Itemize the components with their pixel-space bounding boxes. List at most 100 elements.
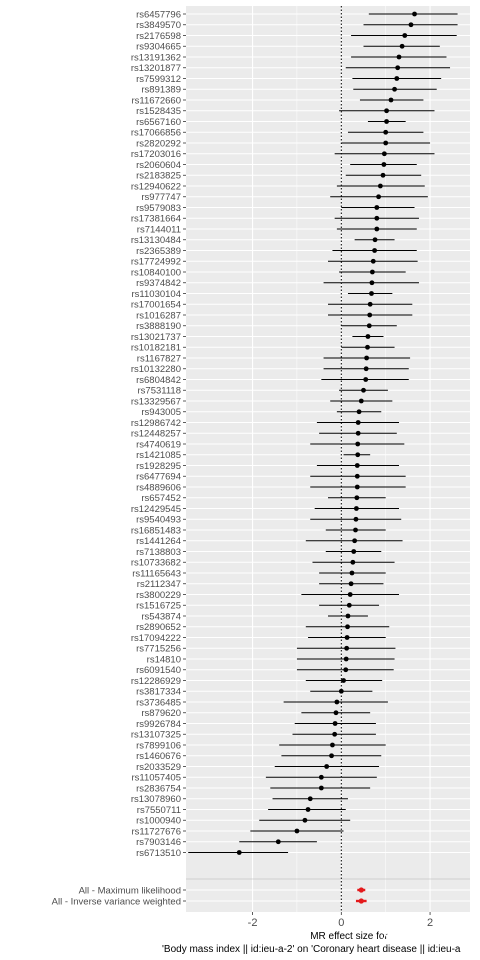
y-tick-label: rs3817334 [136,687,181,698]
y-axis-labels: rs6457796rs3849570rs2176598rs9304665rs13… [52,9,186,907]
point-rs2183825 [380,172,386,178]
y-tick-label: rs12429545 [131,504,181,515]
y-tick-label: rs3888190 [136,321,181,332]
point-rs1460676 [329,753,334,759]
y-tick-label: rs1167827 [137,353,181,364]
point-rs7550711 [305,807,311,812]
point-rs13078960 [307,796,313,802]
y-tick-label: rs10840100 [131,267,181,278]
x-axis-title-line1: MR effect size for [310,931,388,942]
point-rs1000940 [302,817,308,823]
y-tick-label: rs10733682 [131,558,181,569]
point-rs10132280 [363,366,369,372]
point-rs7599312 [394,76,400,81]
point-rs3849570 [408,22,414,28]
point-rs1516725 [346,602,352,608]
y-tick-label: rs17724992 [131,257,181,268]
x-axis: -2 0 2 [248,912,433,929]
point-rs2365389 [372,248,377,253]
y-tick-label: rs1016287 [136,310,181,321]
point-rs7531118 [361,387,366,393]
y-tick-label: rs11030104 [132,289,181,300]
y-tick-label: rs2060604 [136,160,181,171]
point-rs657452 [354,495,360,501]
y-tick-label: rs2820292 [136,138,181,149]
y-tick-label: rs1516725 [136,601,181,612]
y-tick-label: rs10132280 [131,364,181,375]
y-tick-label: rs9540493 [136,515,181,526]
point-rs17203016 [381,151,387,157]
summary-label: All - Inverse variance weighted [52,896,181,907]
point-rs13191362 [396,54,402,60]
y-tick-label: rs11672660 [132,95,181,106]
y-tick-label: rs7138803 [136,547,181,558]
point-rs17001654 [367,301,373,307]
y-tick-label: rs6477694 [136,472,181,483]
y-tick-label: rs2836754 [136,783,181,794]
point-rs2112347 [348,581,354,587]
x-axis-title-line2: 'Body mass index || id:ieu-a-2' on 'Coro… [162,944,461,955]
point-rs13201877 [395,65,401,71]
point-rs10182181 [365,344,370,350]
y-tick-label: rs1441264 [136,536,181,547]
y-tick-label: rs2112347 [137,579,181,590]
point-rs2176598 [402,33,408,38]
y-tick-label: rs1460676 [136,751,181,762]
y-tick-label: rs17094222 [131,633,181,644]
point-rs6477694 [354,473,360,479]
point-rs6567160 [384,119,389,124]
point-rs1928295 [354,463,360,468]
summary-point-2 [358,898,364,904]
y-tick-label: rs10182181 [131,343,181,354]
point-rs9304665 [399,43,405,49]
point-rs10733682 [350,559,356,565]
point-rs7903146 [275,839,281,845]
point-rs6457796 [412,11,417,17]
y-tick-label: rs1528435 [136,106,181,117]
y-tick-label: rs879620 [141,708,181,719]
point-rs13329567 [358,398,364,404]
point-rs17724992 [370,258,376,264]
point-rs943005 [356,409,362,415]
point-rs2060604 [381,162,387,167]
point-rs17066856 [383,129,389,135]
point-rs2033529 [324,764,330,769]
y-tick-label: rs1000940 [136,816,181,827]
point-rs11727676 [294,828,300,834]
point-rs6713510 [236,850,242,855]
y-tick-label: rs13078960 [131,794,181,805]
x-tick-label: -2 [248,917,258,929]
summary-point-1 [358,887,364,893]
y-tick-label: rs16851483 [131,525,181,536]
point-rs4889606 [354,484,360,490]
y-tick-label: rs6713510 [136,848,181,859]
point-rs1528435 [384,108,389,114]
point-rs4740619 [355,441,361,447]
y-tick-label: rs11165643 [132,568,181,579]
summary-estimates [355,887,367,904]
x-tick-label: 2 [427,917,433,929]
point-rs879620 [333,710,339,716]
y-tick-label: rs7599312 [136,74,181,85]
y-tick-label: rs2176598 [136,31,181,42]
point-rs6804842 [363,377,369,382]
y-tick-label: rs13329567 [131,396,181,407]
point-rs13021737 [365,334,371,339]
y-tick-label: rs2365389 [136,246,181,257]
point-rs13130484 [372,237,378,243]
point-rs6091540 [343,667,349,673]
y-tick-label: rs17381664 [131,214,181,225]
plot-panel [186,6,470,912]
y-tick-label: rs12986742 [131,418,181,429]
point-rs11057405 [318,774,324,780]
y-tick-label: rs13201877 [131,63,181,74]
y-tick-label: rs9926784 [136,719,181,730]
point-rs2820292 [383,140,389,146]
point-rs9926784 [332,721,338,726]
summary-label: All - Maximum likelihood [79,885,181,896]
y-tick-label: rs7144011 [137,224,181,235]
point-rs14810 [343,656,349,662]
y-tick-label: rs17203016 [131,149,181,160]
y-tick-label: rs3849570 [136,20,181,31]
